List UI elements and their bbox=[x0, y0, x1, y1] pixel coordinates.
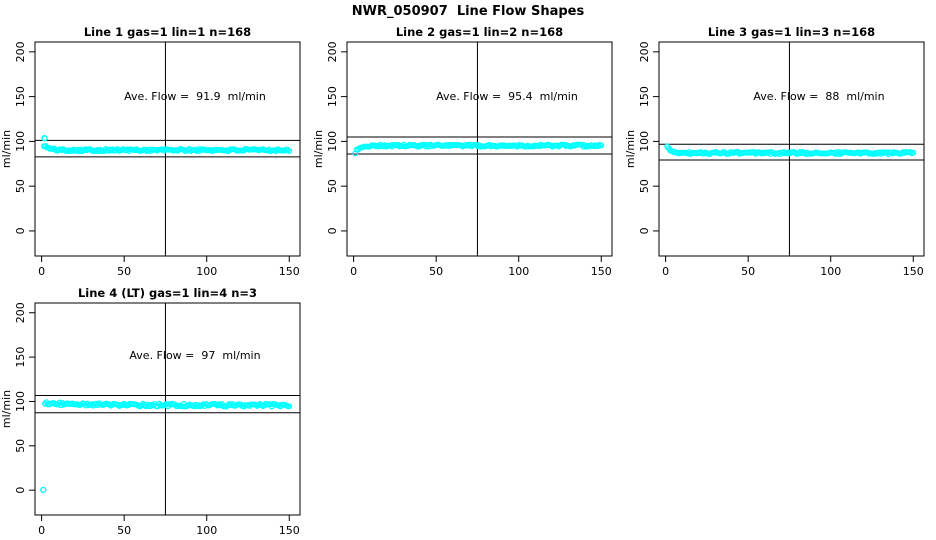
plot-box bbox=[34, 302, 301, 516]
panel-title-line-3: Line 3 gas=1 lin=3 n=168 bbox=[707, 25, 876, 39]
avg-flow-annotation-line-3: Ave. Flow = 88 ml/min bbox=[753, 90, 885, 103]
x-tick-label: 0 bbox=[38, 265, 45, 278]
y-tick-label: 150 bbox=[638, 86, 651, 107]
y-axis-label: ml/min bbox=[0, 130, 13, 168]
x-tick-label: 150 bbox=[903, 265, 924, 278]
x-tick-label: 150 bbox=[279, 265, 300, 278]
y-tick-label: 0 bbox=[638, 227, 651, 234]
data-points-series bbox=[352, 141, 605, 157]
x-tick-label: 50 bbox=[741, 265, 755, 278]
y-tick-label: 50 bbox=[14, 179, 27, 193]
outlier-point bbox=[40, 486, 47, 494]
y-tick-label: 0 bbox=[326, 227, 339, 234]
y-tick-label: 100 bbox=[14, 131, 27, 152]
y-tick-label: 100 bbox=[326, 131, 339, 152]
panel-title-line-2: Line 2 gas=1 lin=2 n=168 bbox=[395, 25, 564, 39]
figure-title: NWR_050907 Line Flow Shapes bbox=[351, 4, 585, 19]
outlier-point bbox=[41, 135, 48, 142]
y-tick-label: 200 bbox=[326, 41, 339, 62]
y-axis-label: ml/min bbox=[312, 130, 325, 168]
data-points-series bbox=[40, 399, 293, 494]
y-tick-label: 50 bbox=[638, 179, 651, 193]
data-points-series bbox=[664, 143, 917, 158]
x-tick-label: 150 bbox=[279, 524, 300, 537]
plot-box bbox=[658, 41, 925, 257]
x-tick-label: 0 bbox=[350, 265, 357, 278]
panel-line-1: 0 50 100 150 0 50 100 150 200 ml/min bbox=[0, 41, 301, 278]
y-tick-label: 100 bbox=[638, 131, 651, 152]
y-tick-label: 150 bbox=[14, 347, 27, 368]
y-axis-label: ml/min bbox=[0, 390, 13, 428]
y-tick-label: 50 bbox=[14, 439, 27, 453]
x-tick-label: 50 bbox=[117, 524, 131, 537]
y-tick-label: 150 bbox=[326, 86, 339, 107]
x-tick-label: 50 bbox=[429, 265, 443, 278]
data-point bbox=[910, 149, 917, 156]
y-tick-label: 50 bbox=[326, 179, 339, 193]
panel-line-2: 0 50 100 150 0 50 100 150 200 ml/min bbox=[312, 41, 613, 278]
x-tick-label: 100 bbox=[820, 265, 841, 278]
x-tick-label: 100 bbox=[196, 524, 217, 537]
data-points-series bbox=[41, 135, 293, 155]
panel-title-line-4: Line 4 (LT) gas=1 lin=4 n=3 bbox=[77, 286, 258, 300]
y-tick-label: 0 bbox=[14, 227, 27, 234]
x-tick-label: 0 bbox=[38, 524, 45, 537]
avg-flow-annotation-line-4: Ave. Flow = 97 ml/min bbox=[129, 349, 261, 362]
x-tick-label: 50 bbox=[117, 265, 131, 278]
data-point bbox=[598, 142, 605, 149]
x-tick-label: 100 bbox=[196, 265, 217, 278]
x-tick-label: 0 bbox=[662, 265, 669, 278]
x-tick-label: 100 bbox=[508, 265, 529, 278]
y-tick-label: 200 bbox=[14, 302, 27, 323]
y-tick-label: 150 bbox=[14, 86, 27, 107]
data-point bbox=[286, 403, 293, 410]
plot-box bbox=[34, 41, 301, 257]
y-tick-label: 200 bbox=[638, 41, 651, 62]
y-axis-label: ml/min bbox=[624, 130, 637, 168]
data-point bbox=[286, 148, 293, 155]
y-tick-label: 100 bbox=[14, 391, 27, 412]
y-tick-label: 200 bbox=[14, 41, 27, 62]
y-tick-label: 0 bbox=[14, 487, 27, 494]
avg-flow-annotation-line-1: Ave. Flow = 91.9 ml/min bbox=[124, 90, 266, 103]
plot-box bbox=[346, 41, 613, 257]
avg-flow-annotation-line-2: Ave. Flow = 95.4 ml/min bbox=[436, 90, 578, 103]
panel-title-line-1: Line 1 gas=1 lin=1 n=168 bbox=[83, 25, 252, 39]
panel-line-4: 0 50 100 150 0 50 100 150 200 ml/min bbox=[0, 302, 301, 537]
panel-line-3: 0 50 100 150 0 50 100 150 200 ml/min bbox=[624, 41, 925, 278]
x-tick-label: 150 bbox=[591, 265, 612, 278]
